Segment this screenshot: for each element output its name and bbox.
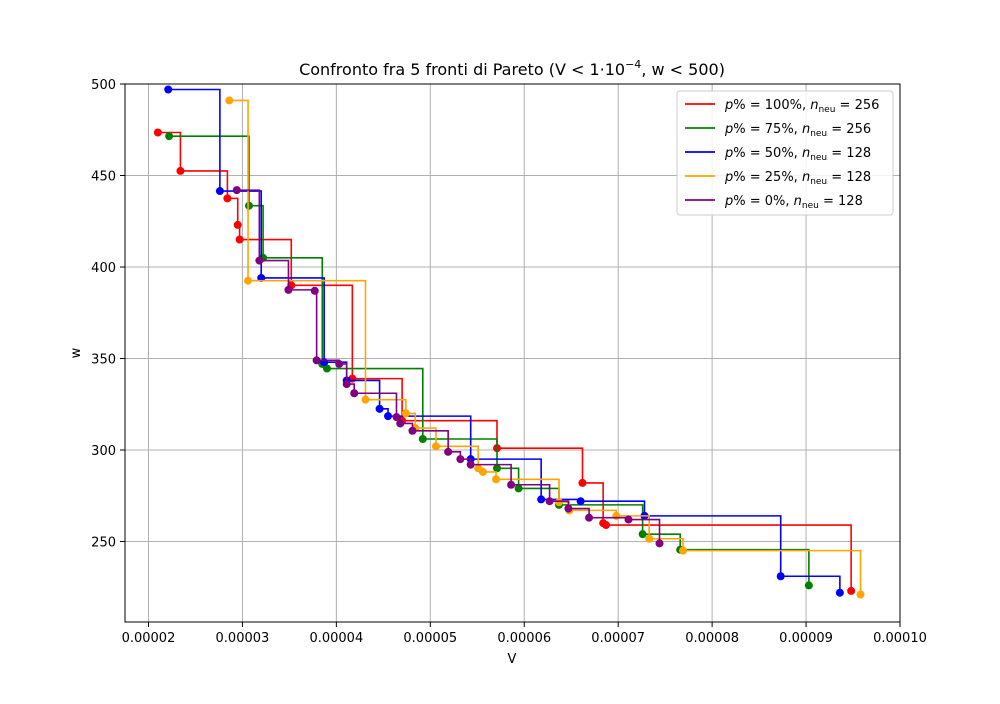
series-p0-point bbox=[466, 460, 475, 469]
x-tick-label: 0.00009 bbox=[779, 631, 833, 646]
series-p25-point bbox=[612, 511, 621, 520]
series-p50-point bbox=[164, 85, 173, 94]
x-tick-label: 0.00007 bbox=[591, 631, 645, 646]
series-p50-point bbox=[215, 187, 224, 196]
series-p0-point bbox=[564, 504, 573, 513]
series-p0-point bbox=[507, 480, 516, 489]
series-p100-point bbox=[176, 166, 185, 175]
axis-ticks: 0.00002 0.00003 0.00004 0.00005 0.00006 0.000… bbox=[91, 78, 927, 646]
series-p100-point bbox=[153, 128, 162, 137]
chart-title-main: Confronto fra 5 fronti di Pareto (V < 1·… bbox=[299, 60, 625, 79]
series-p25-point bbox=[431, 442, 440, 451]
y-tick-label: 450 bbox=[91, 169, 116, 184]
series-p50-point bbox=[776, 572, 785, 581]
series-p50-point bbox=[537, 495, 546, 504]
series-p0-point bbox=[408, 426, 417, 435]
series-p100-point bbox=[233, 220, 242, 229]
series-p0-point bbox=[655, 539, 664, 548]
series-p25-point bbox=[401, 409, 410, 418]
series-p25-point bbox=[225, 96, 234, 105]
series-p75-point bbox=[245, 201, 253, 210]
x-tick-label: 0.00010 bbox=[873, 631, 927, 646]
series-p100-point bbox=[235, 235, 244, 244]
legend-label: p% = 75%, nneu = 256 bbox=[724, 122, 871, 139]
series-p0-point bbox=[585, 513, 594, 522]
series-layer bbox=[153, 85, 865, 599]
series-p100-point bbox=[601, 521, 610, 530]
legend-label: p% = 0%, nneu = 128 bbox=[724, 194, 863, 211]
series-p75-point bbox=[418, 435, 427, 444]
chart-title: Confronto fra 5 fronti di Pareto (V < 1·… bbox=[299, 58, 725, 79]
series-p25-point bbox=[478, 467, 487, 476]
series-p75-point bbox=[322, 364, 331, 373]
legend-label: p% = 100%, nneu = 256 bbox=[724, 98, 879, 115]
x-axis-label: V bbox=[508, 652, 517, 667]
series-p100-point bbox=[578, 478, 587, 487]
series-p0-point bbox=[396, 419, 405, 428]
series-p75-point bbox=[165, 132, 174, 141]
legend-entry-p100: p% = 100%, nneu = 256 bbox=[685, 98, 879, 115]
series-p25-point bbox=[679, 546, 687, 555]
legend-label: p% = 50%, nneu = 128 bbox=[724, 146, 871, 163]
series-p0 bbox=[232, 186, 664, 548]
y-tick-label: 500 bbox=[91, 78, 116, 93]
legend: p% = 100%, nneu = 256 p% = 75%, nneu = 25… bbox=[676, 90, 894, 216]
x-tick-label: 0.00005 bbox=[403, 631, 457, 646]
x-tick-label: 0.00006 bbox=[497, 631, 551, 646]
series-p50-point bbox=[384, 412, 393, 421]
series-p0-point bbox=[624, 515, 633, 524]
legend-box bbox=[676, 90, 894, 216]
series-p75-point bbox=[638, 530, 647, 539]
series-p25-point bbox=[361, 395, 370, 404]
series-p0-point bbox=[232, 186, 241, 195]
series-p0-point bbox=[456, 455, 465, 464]
series-p0-point bbox=[444, 447, 453, 456]
series-p0-point bbox=[342, 380, 351, 389]
series-p25-point bbox=[645, 534, 654, 543]
series-p75-point bbox=[514, 484, 523, 493]
y-tick-label: 350 bbox=[91, 352, 116, 367]
series-p75-point bbox=[804, 581, 813, 590]
x-tick-label: 0.00008 bbox=[685, 631, 739, 646]
y-axis-label: w bbox=[69, 347, 84, 358]
chart-title-tail: , w < 500) bbox=[641, 60, 725, 79]
series-p25-point bbox=[555, 498, 563, 507]
series-p0-point bbox=[392, 413, 401, 422]
chart-title-exponent: −4 bbox=[625, 58, 641, 71]
legend-label: p% = 25%, nneu = 128 bbox=[724, 170, 871, 187]
legend-entry-p75: p% = 75%, nneu = 256 bbox=[685, 122, 871, 139]
series-p0-point bbox=[310, 286, 319, 295]
series-p75-point bbox=[493, 464, 501, 473]
series-p0-point bbox=[255, 256, 264, 265]
series-p0-point bbox=[312, 356, 321, 365]
legend-entry-p0: p% = 0%, nneu = 128 bbox=[685, 194, 863, 211]
series-p50-point bbox=[320, 358, 329, 367]
series-p0-point bbox=[284, 285, 293, 294]
y-tick-label: 300 bbox=[91, 444, 116, 459]
legend-entry-p25: p% = 25%, nneu = 128 bbox=[685, 170, 871, 187]
series-p0-point bbox=[350, 389, 359, 398]
series-p100-point bbox=[223, 194, 232, 203]
x-tick-label: 0.00002 bbox=[122, 631, 176, 646]
x-tick-label: 0.00003 bbox=[216, 631, 270, 646]
series-p50-point bbox=[576, 497, 585, 506]
series-p25-point bbox=[244, 276, 253, 285]
series-p25-point bbox=[856, 590, 865, 599]
x-tick-label: 0.00004 bbox=[309, 631, 363, 646]
series-p50-point bbox=[835, 588, 844, 597]
series-p100-point bbox=[847, 586, 856, 595]
y-tick-label: 250 bbox=[91, 535, 116, 550]
series-p0-point bbox=[545, 497, 554, 506]
y-tick-label: 400 bbox=[91, 261, 116, 276]
plot-frame bbox=[124, 83, 901, 623]
legend-entry-p50: p% = 50%, nneu = 128 bbox=[685, 146, 871, 163]
series-p25-point bbox=[492, 475, 501, 484]
series-p0-point bbox=[335, 359, 344, 368]
series-p50-point bbox=[375, 404, 384, 413]
series-p75-step-line bbox=[169, 135, 810, 586]
